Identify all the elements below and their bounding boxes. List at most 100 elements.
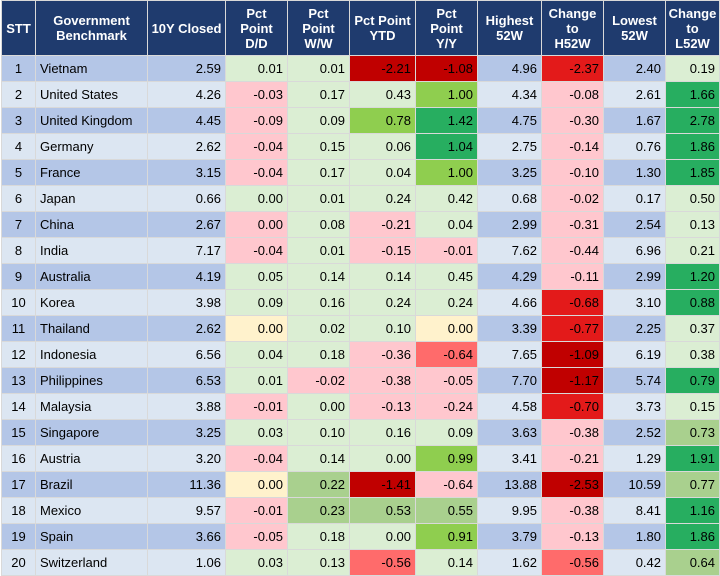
low-52w-cell: 1.29	[603, 445, 666, 472]
change-l52w-cell: 1.91	[665, 445, 720, 472]
header-10y-closed: 10Y Closed	[147, 0, 226, 56]
high-52w-cell: 7.62	[477, 237, 542, 264]
stt-cell: 2	[1, 81, 36, 108]
dd-cell: -0.04	[225, 133, 288, 160]
ytd-cell: 0.24	[349, 185, 416, 212]
table-header: STT Government Benchmark 10Y Closed Pct …	[1, 0, 720, 56]
closed-cell: 2.62	[147, 133, 226, 160]
ww-cell: 0.02	[287, 315, 350, 342]
dd-cell: 0.00	[225, 211, 288, 238]
closed-cell: 3.25	[147, 419, 226, 446]
ytd-cell: 0.06	[349, 133, 416, 160]
header-pct-point-dd: Pct Point D/D	[225, 0, 288, 56]
low-52w-cell: 8.41	[603, 497, 666, 524]
country-cell: Germany	[35, 133, 148, 160]
change-h52w-cell: -1.17	[541, 367, 604, 394]
change-l52w-cell: 0.88	[665, 289, 720, 316]
stt-cell: 3	[1, 107, 36, 134]
ww-cell: 0.16	[287, 289, 350, 316]
ww-cell: 0.22	[287, 471, 350, 498]
high-52w-cell: 3.41	[477, 445, 542, 472]
change-l52w-cell: 0.19	[665, 55, 720, 82]
ytd-cell: -0.56	[349, 549, 416, 576]
low-52w-cell: 1.80	[603, 523, 666, 550]
table-row: 3 United Kingdom 4.45 -0.09 0.09 0.78 1.42 4.75…	[1, 107, 720, 134]
dd-cell: -0.04	[225, 445, 288, 472]
yy-cell: -1.08	[415, 55, 478, 82]
country-cell: Australia	[35, 263, 148, 290]
change-l52w-cell: 1.20	[665, 263, 720, 290]
closed-cell: 3.88	[147, 393, 226, 420]
closed-cell: 1.06	[147, 549, 226, 576]
change-h52w-cell: -0.68	[541, 289, 604, 316]
country-cell: Spain	[35, 523, 148, 550]
change-l52w-cell: 0.21	[665, 237, 720, 264]
ww-cell: 0.10	[287, 419, 350, 446]
dd-cell: 0.03	[225, 549, 288, 576]
high-52w-cell: 7.70	[477, 367, 542, 394]
table-row: 8 India 7.17 -0.04 0.01 -0.15 -0.01 7.62 -0.44 6.…	[1, 237, 720, 264]
stt-cell: 4	[1, 133, 36, 160]
high-52w-cell: 3.25	[477, 159, 542, 186]
dd-cell: 0.04	[225, 341, 288, 368]
high-52w-cell: 0.68	[477, 185, 542, 212]
header-pct-point-ytd: Pct Point YTD	[349, 0, 416, 56]
dd-cell: -0.09	[225, 107, 288, 134]
header-stt: STT	[1, 0, 36, 56]
country-cell: Austria	[35, 445, 148, 472]
change-h52w-cell: -0.38	[541, 419, 604, 446]
high-52w-cell: 2.99	[477, 211, 542, 238]
country-cell: Japan	[35, 185, 148, 212]
change-h52w-cell: -0.13	[541, 523, 604, 550]
closed-cell: 2.59	[147, 55, 226, 82]
change-l52w-cell: 0.50	[665, 185, 720, 212]
change-h52w-cell: -0.02	[541, 185, 604, 212]
change-l52w-cell: 1.86	[665, 523, 720, 550]
table-row: 6 Japan 0.66 0.00 0.01 0.24 0.42 0.68 -0.02 0.17 0…	[1, 185, 720, 212]
country-cell: Thailand	[35, 315, 148, 342]
country-cell: Mexico	[35, 497, 148, 524]
stt-cell: 9	[1, 263, 36, 290]
country-cell: Switzerland	[35, 549, 148, 576]
ytd-cell: -0.21	[349, 211, 416, 238]
ww-cell: 0.01	[287, 237, 350, 264]
yy-cell: 1.42	[415, 107, 478, 134]
ww-cell: 0.17	[287, 159, 350, 186]
stt-cell: 18	[1, 497, 36, 524]
country-cell: Singapore	[35, 419, 148, 446]
low-52w-cell: 5.74	[603, 367, 666, 394]
yy-cell: 0.00	[415, 315, 478, 342]
table-row: 12 Indonesia 6.56 0.04 0.18 -0.36 -0.64 7.65 -1.…	[1, 341, 720, 368]
change-l52w-cell: 1.85	[665, 159, 720, 186]
dd-cell: -0.04	[225, 159, 288, 186]
ww-cell: 0.09	[287, 107, 350, 134]
change-l52w-cell: 1.16	[665, 497, 720, 524]
ytd-cell: -1.41	[349, 471, 416, 498]
change-h52w-cell: -2.37	[541, 55, 604, 82]
change-h52w-cell: -0.30	[541, 107, 604, 134]
high-52w-cell: 3.63	[477, 419, 542, 446]
low-52w-cell: 2.40	[603, 55, 666, 82]
change-h52w-cell: -0.70	[541, 393, 604, 420]
header-pct-point-yy: Pct Point Y/Y	[415, 0, 478, 56]
country-cell: Malaysia	[35, 393, 148, 420]
low-52w-cell: 1.30	[603, 159, 666, 186]
header-pct-point-ww: Pct Point W/W	[287, 0, 350, 56]
ytd-cell: 0.53	[349, 497, 416, 524]
country-cell: Vietnam	[35, 55, 148, 82]
dd-cell: 0.03	[225, 419, 288, 446]
stt-cell: 17	[1, 471, 36, 498]
dd-cell: -0.01	[225, 497, 288, 524]
table-row: 18 Mexico 9.57 -0.01 0.23 0.53 0.55 9.95 -0.38 8.…	[1, 497, 720, 524]
header-row: STT Government Benchmark 10Y Closed Pct …	[1, 0, 720, 56]
country-cell: China	[35, 211, 148, 238]
closed-cell: 6.53	[147, 367, 226, 394]
ww-cell: 0.00	[287, 393, 350, 420]
yy-cell: 0.42	[415, 185, 478, 212]
change-h52w-cell: -0.08	[541, 81, 604, 108]
ytd-cell: 0.78	[349, 107, 416, 134]
ww-cell: 0.01	[287, 55, 350, 82]
low-52w-cell: 2.25	[603, 315, 666, 342]
ytd-cell: 0.16	[349, 419, 416, 446]
ww-cell: 0.18	[287, 523, 350, 550]
